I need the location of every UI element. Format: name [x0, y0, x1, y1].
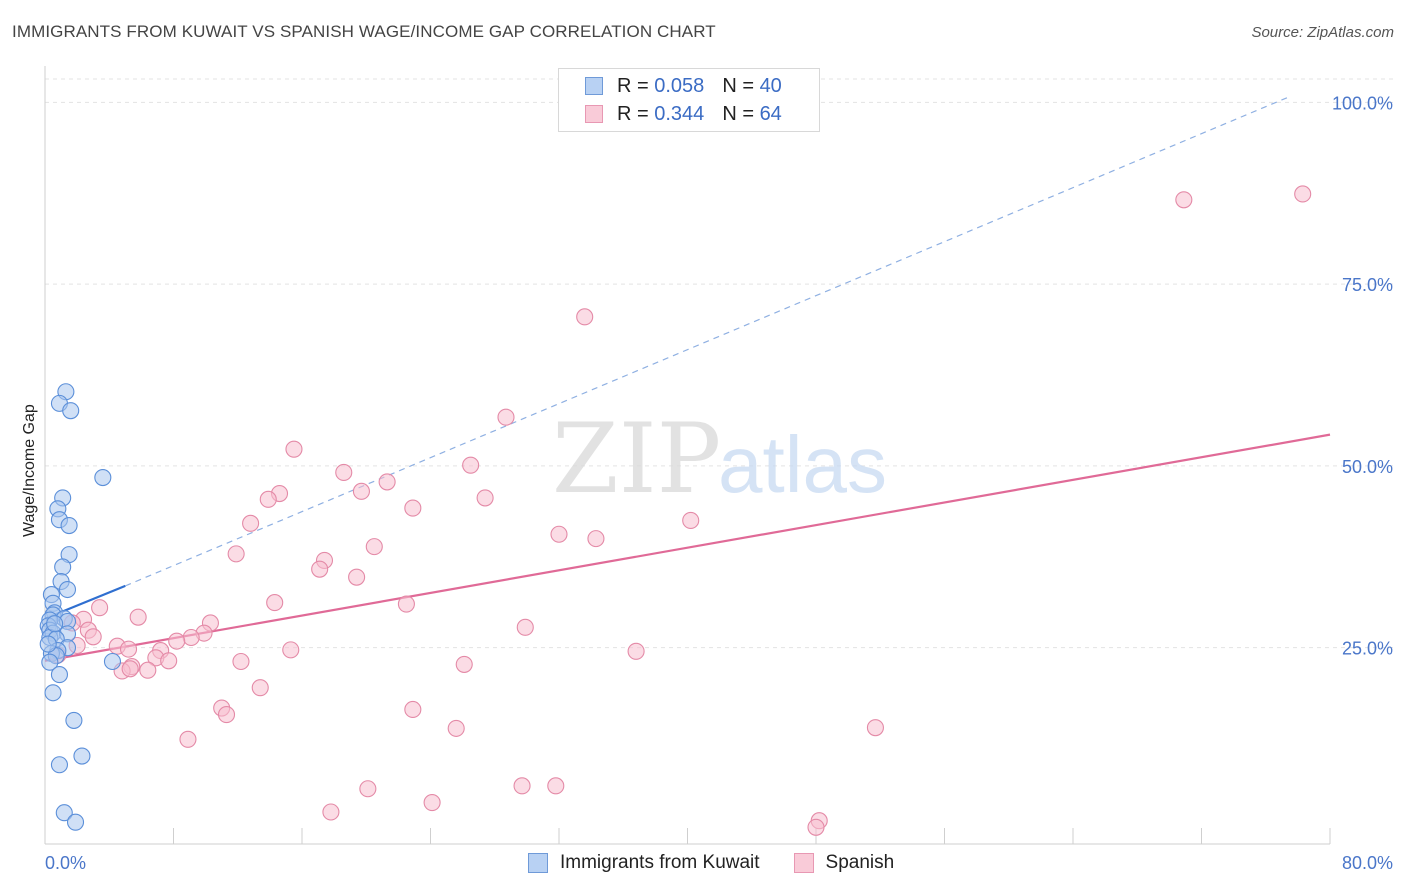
- spanish-point: [551, 526, 567, 542]
- spanish-point: [85, 629, 101, 645]
- spanish-point: [180, 731, 196, 747]
- gridlines: [45, 79, 1394, 648]
- legend-swatch-spanish: [585, 105, 603, 123]
- spanish-point: [577, 309, 593, 325]
- legend-n-value: 40: [760, 75, 782, 98]
- spanish-point: [628, 643, 644, 659]
- x-tick-label: 0.0%: [45, 853, 86, 873]
- spanish-point: [243, 515, 259, 531]
- spanish-point: [283, 642, 299, 658]
- y-tick-label: 75.0%: [1342, 275, 1393, 295]
- legend-swatch-kuwait: [528, 853, 548, 873]
- y-axis-label: Wage/Income Gap: [21, 404, 38, 537]
- kuwait-point: [55, 559, 71, 575]
- spanish-point: [477, 490, 493, 506]
- kuwait-point: [40, 636, 56, 652]
- legend-r-value: 0.058: [654, 75, 704, 98]
- spanish-point: [267, 595, 283, 611]
- legend-label-kuwait: Immigrants from Kuwait: [560, 852, 760, 874]
- kuwait-point: [66, 712, 82, 728]
- spanish-point: [867, 720, 883, 736]
- spanish-point: [405, 500, 421, 516]
- kuwait-point: [51, 667, 67, 683]
- spanish-point: [121, 641, 137, 657]
- legend-label-spanish: Spanish: [826, 852, 895, 874]
- legend-n-label: N =: [722, 103, 754, 126]
- spanish-point: [161, 653, 177, 669]
- spanish-point: [588, 531, 604, 547]
- legend-r-label: R =: [617, 103, 649, 126]
- spanish-point: [463, 457, 479, 473]
- legend-r-label: R =: [617, 75, 649, 98]
- spanish-point: [366, 539, 382, 555]
- spanish-point: [169, 633, 185, 649]
- trend-lines: [45, 97, 1330, 661]
- kuwait-point: [74, 748, 90, 764]
- legend-row-kuwait: R = 0.058 N = 40: [585, 73, 782, 99]
- spanish-point: [353, 483, 369, 499]
- spanish-point: [286, 441, 302, 457]
- spanish-point: [360, 781, 376, 797]
- spanish-point: [312, 561, 328, 577]
- spanish-point: [252, 680, 268, 696]
- spanish-point: [517, 619, 533, 635]
- spanish-point: [448, 720, 464, 736]
- spanish-point: [228, 546, 244, 562]
- kuwait-point: [45, 685, 61, 701]
- kuwait-point: [51, 757, 67, 773]
- kuwait-point: [63, 403, 79, 419]
- spanish-point: [1176, 192, 1192, 208]
- spanish-point: [260, 491, 276, 507]
- spanish-point: [398, 596, 414, 612]
- watermark-atlas: atlas: [718, 420, 887, 509]
- spanish-point: [140, 662, 156, 678]
- legend-n-label: N =: [722, 75, 754, 98]
- spanish-point: [122, 661, 138, 677]
- kuwait-point: [61, 518, 77, 534]
- spanish-point: [92, 600, 108, 616]
- legend-item-spanish[interactable]: Spanish: [794, 852, 895, 874]
- watermark-zip: ZIP: [552, 403, 721, 515]
- legend-item-kuwait[interactable]: Immigrants from Kuwait: [528, 852, 760, 874]
- spanish-point: [548, 778, 564, 794]
- spanish-point: [379, 474, 395, 490]
- kuwait-point: [95, 470, 111, 486]
- spanish-point: [349, 569, 365, 585]
- spanish-point: [336, 464, 352, 480]
- spanish-point: [183, 630, 199, 646]
- spanish-point: [323, 804, 339, 820]
- legend-swatch-kuwait: [585, 77, 603, 95]
- x-tick-label: 80.0%: [1342, 853, 1393, 873]
- spanish-point: [498, 409, 514, 425]
- legend-n-value: 64: [760, 103, 782, 126]
- spanish-point: [405, 701, 421, 717]
- scatter-plot: ZIP atlas 25.0% 50.0% 75.0% 100.0% 0.0% 80.0%…: [0, 0, 1406, 892]
- stats-legend: R = 0.058 N = 40 R = 0.344 N = 64: [558, 68, 820, 132]
- spanish-point: [130, 609, 146, 625]
- y-tick-label: 25.0%: [1342, 639, 1393, 659]
- y-tick-label: 100.0%: [1332, 93, 1393, 113]
- spanish-point: [233, 653, 249, 669]
- kuwait-point: [104, 653, 120, 669]
- spanish-point: [219, 707, 235, 723]
- legend-swatch-spanish: [794, 853, 814, 873]
- spanish-point: [424, 795, 440, 811]
- kuwait-point: [47, 616, 63, 632]
- spanish-point: [456, 656, 472, 672]
- kuwait-point: [59, 582, 75, 598]
- legend-r-value: 0.344: [654, 103, 704, 126]
- legend-row-spanish: R = 0.344 N = 64: [585, 101, 782, 127]
- kuwait-point: [68, 814, 84, 830]
- spanish-point: [683, 512, 699, 528]
- spanish-point: [514, 778, 530, 794]
- y-tick-label: 50.0%: [1342, 457, 1393, 477]
- spanish-point: [808, 819, 824, 835]
- spanish-point: [1295, 186, 1311, 202]
- series-legend: Immigrants from Kuwait Spanish: [528, 852, 928, 874]
